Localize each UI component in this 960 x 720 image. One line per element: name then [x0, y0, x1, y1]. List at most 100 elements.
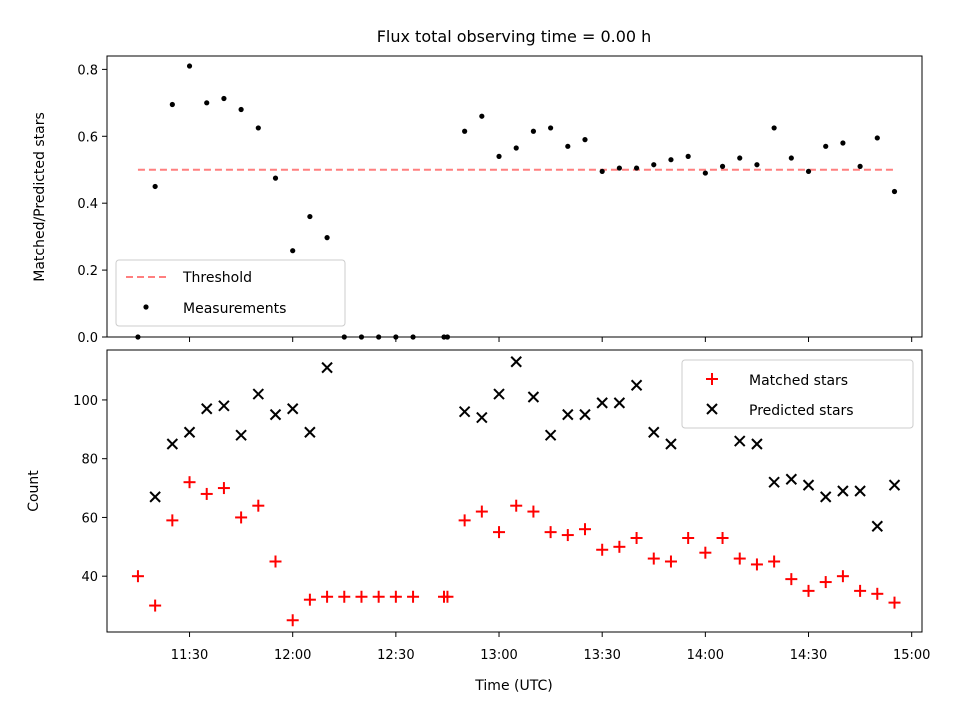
matched-point — [458, 514, 471, 527]
matched-point — [252, 499, 265, 512]
predicted-point — [201, 403, 213, 415]
matched-point — [888, 596, 901, 609]
y-tick-label: 0.0 — [77, 331, 98, 346]
matched-point — [475, 505, 488, 518]
measurement-point — [548, 125, 554, 131]
matched-point — [544, 526, 557, 539]
predicted-point — [183, 426, 196, 438]
measurement-point — [788, 155, 794, 161]
measurement-point — [633, 165, 640, 171]
matched-point — [269, 555, 282, 568]
matched-point — [510, 499, 523, 512]
legend-measurements-swatch — [143, 304, 149, 310]
matched-point — [733, 552, 746, 565]
measurement-point — [204, 100, 210, 106]
measurement-point — [479, 113, 485, 119]
matched-point — [647, 552, 660, 565]
y-tick-label: 80 — [81, 453, 98, 468]
predicted-point — [286, 403, 299, 415]
matched-point — [235, 511, 248, 524]
predicted-point — [768, 476, 780, 488]
bottom-legend: Matched stars Predicted stars — [681, 359, 914, 429]
matched-point — [183, 476, 196, 489]
matched-point — [303, 593, 316, 606]
top-y-axis-label: Matched/Predicted stars — [32, 112, 48, 282]
measurement-points — [135, 63, 898, 340]
measurement-point — [891, 188, 898, 195]
matched-point — [819, 576, 832, 589]
predicted-point — [648, 426, 660, 438]
predicted-point — [252, 388, 265, 400]
measurement-point — [307, 213, 313, 220]
chart-title: Flux total observing time = 0.00 h — [377, 27, 652, 46]
matched-point — [149, 599, 162, 612]
predicted-point — [235, 429, 247, 441]
measurement-point — [754, 162, 760, 168]
x-tick-label: 14:00 — [687, 648, 724, 663]
top-panel: 0.00.20.40.60.8 Matched/Predicted stars … — [32, 55, 923, 346]
matched-point — [217, 482, 230, 495]
bottom-panel: 40 60 80 100 11:30 12:00 12:30 13:00 13:30 14:00… — [26, 349, 930, 694]
bottom-y-axis-label: Count — [26, 470, 42, 512]
predicted-point — [527, 391, 540, 403]
predicted-point — [734, 435, 746, 447]
measurement-point — [255, 125, 261, 131]
x-tick-label: 11:30 — [171, 648, 208, 663]
x-tick-label: 15:00 — [893, 648, 930, 663]
predicted-point — [269, 408, 282, 421]
matched-point — [750, 558, 763, 571]
matched-point — [664, 555, 677, 568]
top-legend-box — [115, 259, 346, 327]
measurement-point — [324, 235, 330, 241]
predicted-point — [149, 491, 161, 503]
measurement-point — [290, 248, 296, 254]
measurement-point — [530, 128, 537, 134]
measurement-point — [685, 153, 691, 159]
predicted-point — [544, 429, 557, 441]
predicted-point — [820, 491, 832, 503]
predicted-point — [630, 379, 643, 391]
matched-point — [561, 529, 574, 542]
matched-point — [716, 532, 729, 544]
y-tick-label: 40 — [81, 570, 98, 585]
measurement-point — [737, 155, 743, 161]
predicted-point — [596, 397, 608, 409]
legend-matched-swatch — [706, 373, 718, 385]
measurement-point — [496, 153, 502, 159]
bottom-x-ticks: 11:30 12:00 12:30 13:00 13:30 14:00 14:30 15:00 — [171, 632, 930, 663]
matched-point — [785, 573, 798, 586]
matched-point — [699, 546, 712, 559]
matched-point — [527, 505, 540, 518]
y-tick-label: 60 — [81, 511, 98, 526]
measurement-point — [169, 101, 175, 108]
y-tick-label: 0.8 — [77, 63, 98, 78]
predicted-point — [476, 411, 488, 424]
matched-point — [389, 590, 402, 603]
measurement-point — [823, 143, 829, 149]
matched-point — [200, 487, 213, 500]
predicted-point — [493, 388, 505, 400]
predicted-point — [802, 479, 815, 491]
predicted-point — [665, 438, 677, 450]
matched-point — [166, 514, 179, 527]
measurement-point — [186, 63, 193, 69]
matched-point — [355, 590, 368, 603]
legend-predicted-swatch — [706, 403, 718, 415]
measurement-point — [702, 170, 708, 176]
x-tick-label: 12:00 — [274, 648, 311, 663]
legend-matched-label: Matched stars — [749, 373, 848, 389]
predicted-point — [837, 485, 849, 497]
matched-point — [493, 526, 506, 539]
predicted-point — [218, 400, 230, 412]
measurement-point — [599, 168, 605, 175]
predicted-point — [888, 479, 901, 491]
measurement-point — [221, 95, 227, 102]
measurement-point — [857, 163, 863, 169]
matched-point — [836, 570, 849, 583]
measurement-point — [771, 125, 777, 131]
x-tick-label: 13:00 — [480, 648, 517, 663]
predicted-point — [562, 408, 574, 421]
matched-point — [630, 532, 643, 544]
matched-point — [578, 523, 591, 536]
